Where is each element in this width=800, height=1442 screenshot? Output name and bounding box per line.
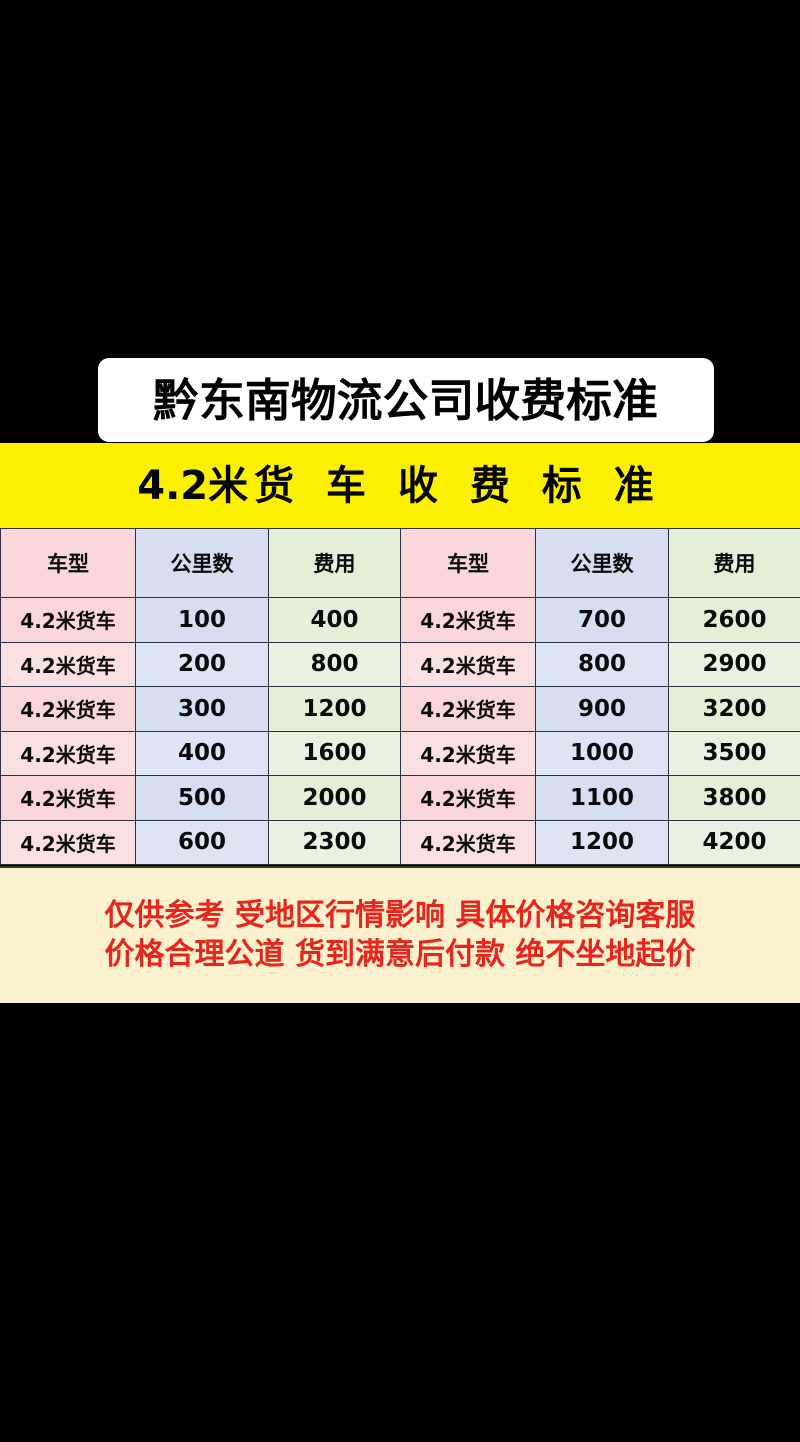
disclaimer-note: 仅供参考 受地区行情影响 具体价格咨询客服 价格合理公道 货到满意后付款 绝不坐… [0,866,800,1003]
rate-banner: 4.2米货 车 收 费 标 准 [0,443,800,528]
cell-km-right: 1000 [535,730,669,776]
cell-km-right: 800 [535,641,669,687]
table-header-row: 车型 公里数 费用 车型 公里数 费用 [0,528,800,598]
cell-km-left: 600 [135,819,269,865]
col-header-km-right: 公里数 [535,528,669,598]
cell-model-left: 4.2米货车 [0,819,136,865]
cell-km-left: 300 [135,686,269,732]
cell-fee-right: 3800 [668,775,800,821]
cell-fee-right: 4200 [668,819,800,865]
cell-model-left: 4.2米货车 [0,597,136,643]
page-title: 黔东南物流公司收费标准 [153,373,659,427]
cell-km-left: 400 [135,730,269,776]
cell-model-right: 4.2米货车 [400,775,536,821]
cell-model-right: 4.2米货车 [400,819,536,865]
col-header-fee-right: 费用 [668,528,800,598]
cell-model-right: 4.2米货车 [400,641,536,687]
cell-fee-left: 400 [268,597,401,643]
cell-model-left: 4.2米货车 [0,641,136,687]
cell-km-right: 700 [535,597,669,643]
cell-model-right: 4.2米货车 [400,686,536,732]
cell-fee-left: 2300 [268,819,401,865]
col-header-model-right: 车型 [400,528,536,598]
rate-table: 车型 公里数 费用 车型 公里数 费用 4.2米货车 100 400 4.2米货… [0,528,800,865]
cell-fee-right: 2900 [668,641,800,687]
banner-spaced-text: 货 车 收 费 标 准 [254,462,663,509]
col-header-model-left: 车型 [0,528,136,598]
cell-fee-right: 3500 [668,730,800,776]
cell-fee-right: 2600 [668,597,800,643]
cell-fee-left: 2000 [268,775,401,821]
rate-banner-text: 4.2米货 车 收 费 标 准 [137,466,663,506]
banner-prefix: 4.2米 [137,462,249,509]
cell-fee-left: 1200 [268,686,401,732]
table-row: 4.2米货车 600 2300 4.2米货车 1200 4200 [0,819,800,865]
table-row: 4.2米货车 300 1200 4.2米货车 900 3200 [0,686,800,732]
page-title-plate: 黔东南物流公司收费标准 [98,358,714,442]
disclaimer-line-1: 仅供参考 受地区行情影响 具体价格咨询客服 [104,898,696,934]
cell-model-right: 4.2米货车 [400,730,536,776]
table-row: 4.2米货车 500 2000 4.2米货车 1100 3800 [0,775,800,821]
table-row: 4.2米货车 400 1600 4.2米货车 1000 3500 [0,730,800,776]
table-row: 4.2米货车 100 400 4.2米货车 700 2600 [0,597,800,643]
cell-km-right: 1100 [535,775,669,821]
col-header-km-left: 公里数 [135,528,269,598]
cell-fee-left: 800 [268,641,401,687]
table-row: 4.2米货车 200 800 4.2米货车 800 2900 [0,641,800,687]
cell-model-left: 4.2米货车 [0,686,136,732]
disclaimer-line-2: 价格合理公道 货到满意后付款 绝不坐地起价 [104,936,696,972]
cell-km-right: 1200 [535,819,669,865]
cell-model-left: 4.2米货车 [0,730,136,776]
cell-km-left: 200 [135,641,269,687]
cell-km-right: 900 [535,686,669,732]
cell-model-left: 4.2米货车 [0,775,136,821]
cell-km-left: 100 [135,597,269,643]
cell-fee-right: 3200 [668,686,800,732]
cell-fee-left: 1600 [268,730,401,776]
cell-model-right: 4.2米货车 [400,597,536,643]
col-header-fee-left: 费用 [268,528,401,598]
cell-km-left: 500 [135,775,269,821]
